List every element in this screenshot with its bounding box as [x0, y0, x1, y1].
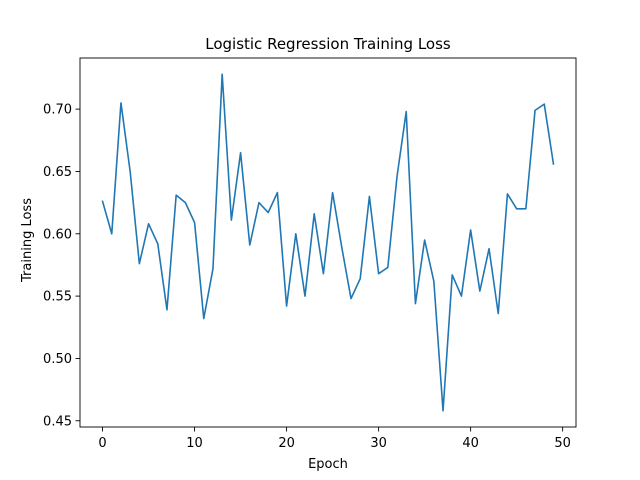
plot-area: 0 10 20 30 40 50 0.45 0.50 0.55 0.60 0.65 0.70 — [43, 57, 577, 451]
y-tick-label: 0.70 — [43, 103, 72, 118]
loss-series-line — [101, 73, 555, 412]
x-tick-label: 10 — [186, 436, 203, 451]
y-tick-label: 0.65 — [43, 165, 72, 180]
x-tick-label: 30 — [370, 436, 387, 451]
y-tick-label: 0.45 — [43, 414, 72, 429]
x-tick-label: 20 — [278, 436, 295, 451]
y-axis-label: Training Loss — [20, 198, 35, 283]
x-axis-label: Epoch — [308, 457, 348, 472]
x-tick-label: 50 — [554, 436, 571, 451]
chart-title: Logistic Regression Training Loss — [205, 35, 451, 53]
y-tick-label: 0.50 — [43, 352, 72, 367]
x-tick-label: 40 — [462, 436, 479, 451]
y-tick-label: 0.60 — [43, 227, 72, 242]
plot-frame — [79, 57, 577, 428]
x-tick-label: 0 — [98, 436, 106, 451]
y-tick-label: 0.55 — [43, 290, 72, 305]
